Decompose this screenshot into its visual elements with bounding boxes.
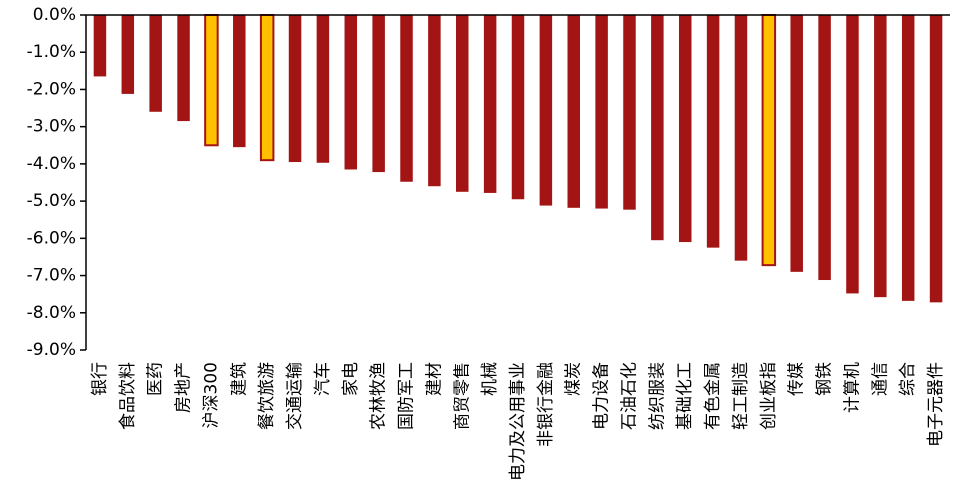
x-tick-label: 汽车 <box>313 362 333 396</box>
y-tick-label: -1.0% <box>27 42 76 62</box>
bar <box>400 15 413 182</box>
x-tick-label: 电力设备 <box>592 362 612 430</box>
x-tick-label: 机械 <box>480 362 500 396</box>
x-tick-label: 交通运输 <box>285 362 305 430</box>
x-tick-label: 石油石化 <box>619 362 639 430</box>
bar <box>456 15 469 192</box>
x-tick-label: 钢铁 <box>815 362 835 396</box>
bar <box>901 15 915 301</box>
x-tick-label: 创业板指 <box>759 362 779 430</box>
highlighted-bar <box>259 14 275 162</box>
bar <box>623 15 636 210</box>
bar <box>678 15 692 243</box>
y-tick-label: -6.0% <box>27 228 76 248</box>
x-tick-label: 通信 <box>870 362 890 396</box>
y-tick-label: -2.0% <box>27 79 76 99</box>
x-tick-label: 建材 <box>424 362 444 396</box>
x-tick-label: 轻工制造 <box>731 362 751 430</box>
bar <box>734 15 748 261</box>
x-tick-label: 非银行金融 <box>536 362 556 447</box>
bar <box>595 15 608 209</box>
bar <box>539 15 553 206</box>
bar <box>846 15 859 294</box>
x-tick-label: 有色金属 <box>703 362 723 430</box>
x-tick-label: 电子元器件 <box>926 362 946 447</box>
y-tick-label: 0.0% <box>33 5 76 25</box>
x-tick-label: 基础化工 <box>675 362 695 430</box>
bar <box>177 15 190 122</box>
y-tick-label: -8.0% <box>27 303 76 323</box>
bar <box>93 15 107 77</box>
x-tick-label: 国防军工 <box>397 362 417 430</box>
bar <box>651 15 664 241</box>
bar <box>372 15 385 173</box>
x-tick-label: 电力及公用事业 <box>508 362 528 481</box>
x-tick-label: 医药 <box>146 362 166 396</box>
x-tick-label: 煤炭 <box>564 362 584 396</box>
highlighted-bar <box>761 14 777 267</box>
x-tick-label: 沪深300 <box>201 362 221 428</box>
y-tick-label: -7.0% <box>27 266 76 286</box>
x-tick-label: 传媒 <box>787 362 807 396</box>
bar <box>344 15 358 170</box>
x-tick-label: 计算机 <box>842 362 862 413</box>
bar <box>121 15 135 94</box>
bar <box>288 15 302 163</box>
x-tick-label: 餐饮旅游 <box>257 362 277 430</box>
x-axis-labels: 银行 食品饮料 医药 房地产 沪深300 建筑 餐饮旅游 交通运输 汽车 家电 农林牧渔 国防军工 建材… <box>90 362 946 481</box>
x-tick-label: 纺织服装 <box>647 362 667 430</box>
bar <box>929 15 943 303</box>
y-tick-label: -3.0% <box>27 117 76 137</box>
y-tick-label: -9.0% <box>27 340 76 360</box>
bar <box>567 15 580 208</box>
y-axis: 0.0% -1.0% -2.0% -3.0% -4.0% -5.0% -6.0% -7.0% -… <box>27 5 87 360</box>
highlighted-bar <box>204 14 219 147</box>
x-tick-label: 农林牧渔 <box>369 362 389 430</box>
bars <box>93 14 943 303</box>
bar <box>233 15 246 148</box>
y-tick-label: -5.0% <box>27 191 76 211</box>
x-tick-label: 房地产 <box>174 362 194 413</box>
x-tick-label: 银行 <box>90 362 110 396</box>
bar <box>428 15 441 187</box>
bar <box>316 15 330 163</box>
x-tick-label: 家电 <box>341 362 361 396</box>
x-tick-label: 综合 <box>898 362 918 396</box>
x-tick-label: 商贸零售 <box>452 362 472 430</box>
x-tick-label: 建筑 <box>229 362 249 396</box>
bar <box>483 15 497 193</box>
bar <box>706 15 720 248</box>
bar <box>790 15 803 272</box>
bar <box>818 15 831 281</box>
bar <box>149 15 162 112</box>
bar <box>874 15 887 298</box>
y-tick-label: -4.0% <box>27 154 76 174</box>
x-tick-label: 食品饮料 <box>118 362 138 430</box>
bar <box>511 15 525 200</box>
